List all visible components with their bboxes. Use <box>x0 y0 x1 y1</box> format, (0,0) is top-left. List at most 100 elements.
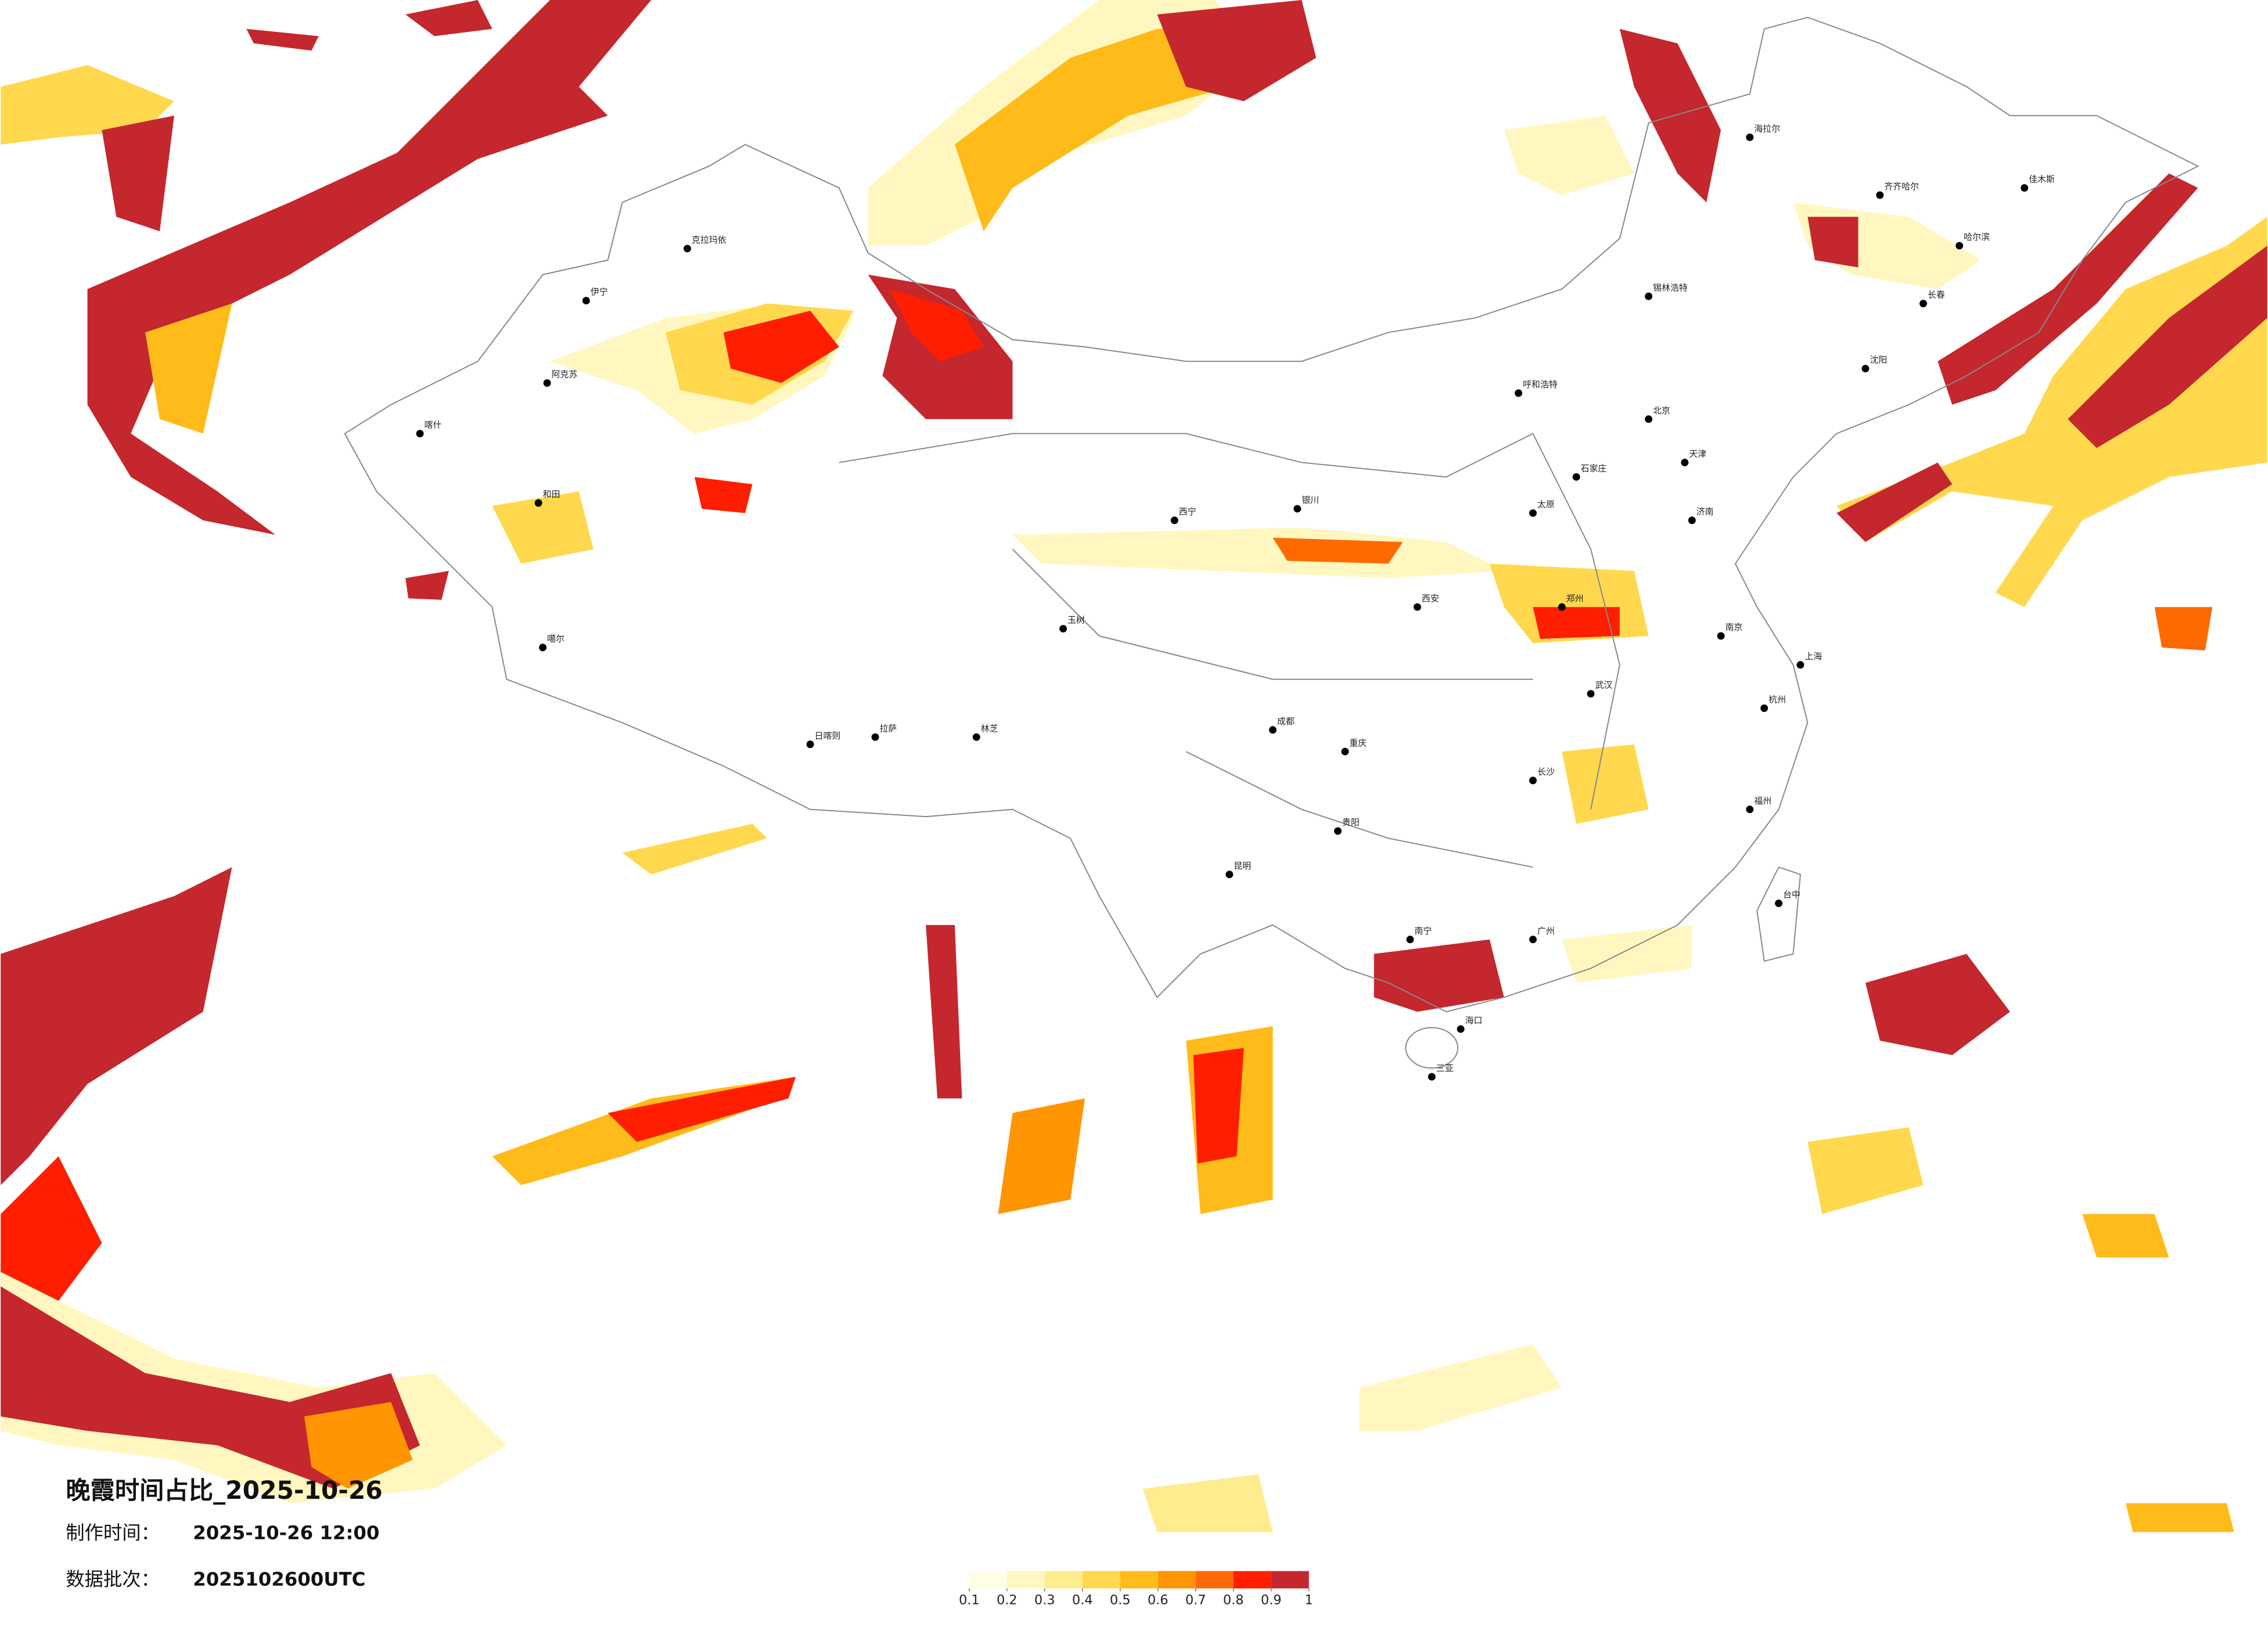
city-label: 台中 <box>1783 890 1800 900</box>
info-label: 制作时间： <box>66 1522 160 1544</box>
city-dot <box>1225 870 1234 879</box>
city-label: 长沙 <box>1537 767 1555 777</box>
city-dot <box>1428 1073 1436 1081</box>
city-label: 佳木斯 <box>2029 174 2055 185</box>
city-label: 海口 <box>1465 1015 1482 1026</box>
city-dot <box>1558 603 1566 611</box>
city-label: 南京 <box>1725 622 1742 632</box>
city-dot <box>1645 292 1653 300</box>
city-dot <box>1876 191 1884 199</box>
city-dot <box>1293 505 1302 513</box>
city-dot <box>1587 690 1595 698</box>
colorbar-tick-label: 1 <box>1305 1593 1313 1608</box>
city-dot <box>1861 365 1870 373</box>
city-label: 银川 <box>1302 495 1319 505</box>
colorbar-box <box>1271 1571 1309 1589</box>
city-dot <box>539 643 547 652</box>
city-label: 石家庄 <box>1581 463 1607 473</box>
city-label: 济南 <box>1696 506 1714 517</box>
city-dot <box>1529 509 1537 517</box>
city-label: 郑州 <box>1566 593 1584 603</box>
colorbar-tick-label: 0.1 <box>959 1593 980 1608</box>
city-label: 齐齐哈尔 <box>1884 181 1919 192</box>
city-dot <box>1406 936 1414 944</box>
info-label: 数据批次： <box>66 1568 160 1590</box>
city-label: 杭州 <box>1769 695 1786 705</box>
city-label: 喀什 <box>424 420 441 430</box>
city-dot <box>1919 300 1927 308</box>
borders <box>344 16 2199 1069</box>
city-dot <box>1796 661 1805 669</box>
city-dot <box>1341 747 1349 756</box>
city-dot <box>1956 242 1964 250</box>
city-label: 林芝 <box>981 723 998 733</box>
city-label: 哈尔滨 <box>1964 232 1990 242</box>
colorbar-tick-label: 0.3 <box>1034 1593 1055 1608</box>
city-dot <box>582 297 590 305</box>
colorbar-box <box>1158 1571 1196 1589</box>
colorbar-tick-label: 0.4 <box>1072 1593 1093 1608</box>
colorbar-box <box>1120 1571 1158 1589</box>
colorbar-tick-label: 0.5 <box>1110 1593 1131 1608</box>
map-title: 晚霞时间占比_2025-10-26 <box>66 1476 382 1505</box>
colorbar-box <box>969 1571 1007 1589</box>
city-dot <box>1717 632 1725 640</box>
city-dot <box>972 733 980 741</box>
city-dot <box>1059 625 1067 633</box>
city-label: 太原 <box>1537 499 1555 510</box>
city-label: 上海 <box>1805 651 1822 661</box>
heat-layer <box>1 0 2267 1533</box>
city-label: 长春 <box>1928 290 1945 300</box>
city-label: 拉萨 <box>879 723 897 733</box>
city-dot <box>683 244 691 253</box>
city-label: 沈阳 <box>1870 355 1887 365</box>
city-label: 噶尔 <box>547 634 565 644</box>
colorbar: 0.1 0.2 0.3 0.4 0.5 0.6 0.7 0.8 0.9 1 <box>959 1571 1313 1608</box>
colorbar-box <box>1007 1571 1045 1589</box>
city-dot <box>1688 516 1696 524</box>
city-dot <box>416 430 424 438</box>
info-value: 2025102600UTC <box>193 1568 365 1590</box>
city-dot <box>1413 603 1421 611</box>
city-label: 昆明 <box>1234 861 1251 871</box>
city-dot <box>1515 389 1523 397</box>
city-dot <box>1529 936 1537 944</box>
info-value: 2025-10-26 12:00 <box>193 1522 379 1544</box>
city-label: 海拉尔 <box>1754 123 1780 134</box>
colorbar-box <box>1195 1571 1234 1589</box>
city-label: 西宁 <box>1179 506 1196 517</box>
colorbar-box <box>1233 1571 1271 1589</box>
city-dot <box>1334 827 1342 835</box>
city-label: 天津 <box>1689 448 1706 459</box>
city-dot <box>1746 133 1754 141</box>
city-dot <box>2021 184 2029 192</box>
city-label: 广州 <box>1537 926 1555 936</box>
colorbar-tick-label: 0.8 <box>1223 1593 1244 1608</box>
city-dot <box>1760 704 1769 713</box>
city-dot <box>1645 415 1653 423</box>
city-label: 伊宁 <box>591 287 608 297</box>
city-label: 重庆 <box>1349 738 1367 748</box>
city-label: 呼和浩特 <box>1523 379 1558 390</box>
city-dot <box>1457 1025 1465 1033</box>
city-dot <box>1681 458 1689 466</box>
colorbar-tick-label: 0.2 <box>997 1593 1018 1608</box>
city-label: 福州 <box>1754 796 1771 806</box>
city-label: 锡林浩特 <box>1653 282 1688 293</box>
city-label: 西安 <box>1422 593 1439 603</box>
city-dot <box>1529 776 1537 785</box>
city-label: 日喀则 <box>814 731 840 741</box>
city-dot <box>543 379 551 387</box>
city-dot <box>871 733 879 741</box>
city-label: 武汉 <box>1595 680 1612 690</box>
colorbar-box <box>1044 1571 1083 1589</box>
colorbar-tick-label: 0.9 <box>1261 1593 1282 1608</box>
city-label: 阿克苏 <box>551 369 577 380</box>
city-dot <box>1746 805 1754 814</box>
city-dot <box>1775 900 1783 908</box>
city-label: 玉树 <box>1067 615 1085 625</box>
city-label: 和田 <box>543 489 560 499</box>
city-label: 成都 <box>1277 716 1295 726</box>
